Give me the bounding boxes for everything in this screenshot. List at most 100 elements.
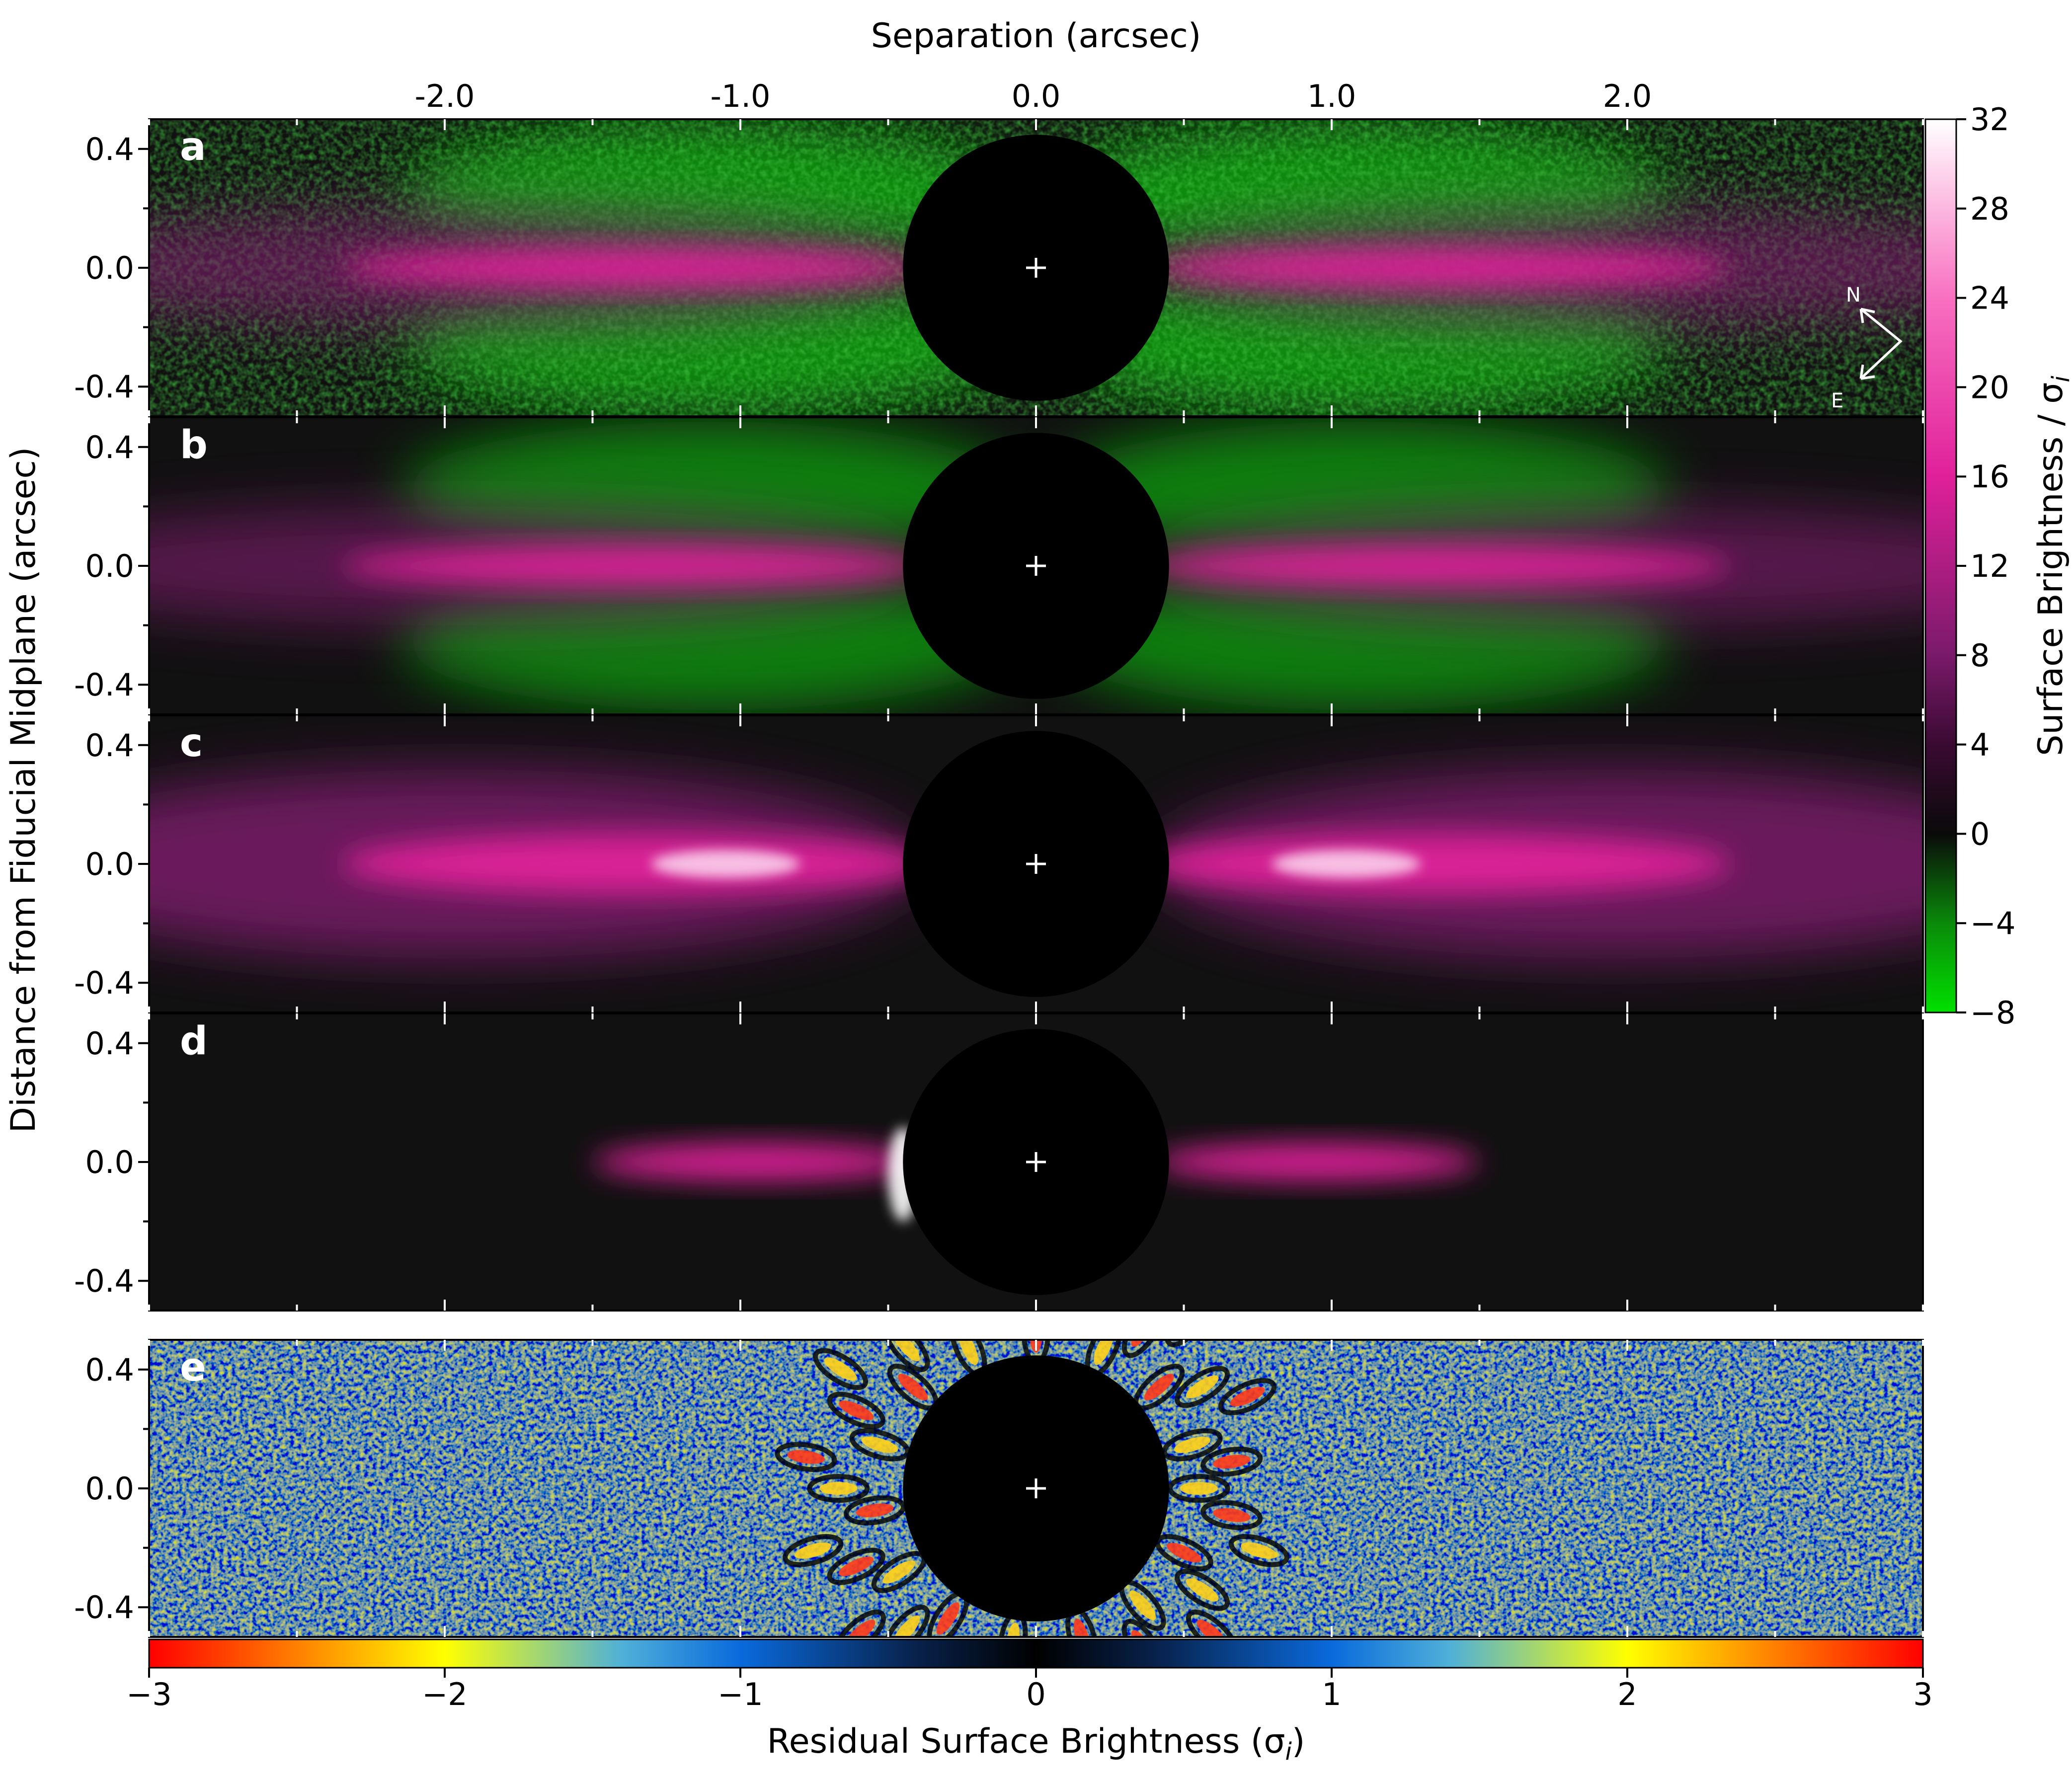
surface-colorbar-tick-label: −8 xyxy=(1970,995,2015,1031)
residual-speckle xyxy=(1186,1578,1219,1602)
residual-speckle-ring xyxy=(1167,1474,1230,1503)
residual-speckle-ring xyxy=(1121,1340,1164,1358)
disk-midplane xyxy=(341,834,933,894)
disk-midplane xyxy=(1139,249,1731,287)
y-tick-label: -0.4 xyxy=(74,965,134,1001)
surface-colorbar-label-sub: i xyxy=(2047,376,2072,383)
residual-speckle xyxy=(936,1602,960,1635)
panel-e-image xyxy=(149,1340,1923,1709)
y-tick-label: 0.0 xyxy=(85,1471,134,1507)
residual-speckle-ring xyxy=(883,1605,930,1637)
top-axis-tick-label: 0.0 xyxy=(1012,78,1061,114)
disk-midplane xyxy=(341,249,933,287)
top-axis-tick-label: 2.0 xyxy=(1603,78,1652,114)
residual-speckle xyxy=(824,1357,857,1381)
residual-speckle-ring xyxy=(849,1428,910,1462)
residual-speckle xyxy=(893,1340,920,1362)
residual-speckle xyxy=(795,1542,831,1559)
compass-east-head xyxy=(1859,364,1875,380)
panel-e-letter: e xyxy=(180,1345,206,1390)
y-axis-title: Distance from Fiducial Midplane (arcsec) xyxy=(4,447,43,1133)
y-tick-label: -0.4 xyxy=(74,1589,134,1626)
residual-speckle xyxy=(958,1340,978,1365)
disk-midplane xyxy=(1154,1143,1480,1181)
panels: 0.4 0.0 -0.4 a 0.4 0.0 -0.4 b 0.4 0.0 -0.4 c 0.4 0.0 -… xyxy=(74,118,1924,1709)
residual-colorbar-bar xyxy=(148,1638,1924,1669)
y-tick-label: 0.0 xyxy=(85,548,134,584)
residual-speckle xyxy=(898,1374,928,1400)
residual-speckle-ring xyxy=(807,1474,870,1503)
residual-speckle xyxy=(1241,1542,1277,1559)
residual-speckle-ring xyxy=(1121,1619,1164,1637)
residual-speckle-ring xyxy=(834,1609,886,1637)
residual-speckle xyxy=(1144,1374,1174,1400)
residual-speckle xyxy=(1213,1508,1251,1522)
y-tick-label: 0.0 xyxy=(85,1144,134,1180)
disk-bright-knot xyxy=(651,850,800,878)
top-axis-ticks: -2.0 -1.0 0.0 1.0 2.0 xyxy=(415,78,1652,114)
residual-speckle xyxy=(1196,1620,1227,1637)
residual-speckle xyxy=(893,1615,920,1637)
surface-colorbar-tick-label: 4 xyxy=(1970,727,1990,763)
residual-speckle xyxy=(839,1556,874,1576)
surface-colorbar-tick-label: −4 xyxy=(1970,905,2015,941)
residual-speckle-ring xyxy=(827,1548,885,1585)
compass: NE xyxy=(1831,284,1903,412)
residual-speckle xyxy=(845,1620,876,1637)
residual-speckle xyxy=(926,1669,953,1709)
residual-colorbar-label-sub: i xyxy=(1285,1738,1292,1766)
compass-east-label: E xyxy=(1831,389,1843,412)
residual-speckle xyxy=(787,1450,825,1464)
surface-colorbar-tick-label: 20 xyxy=(1970,369,2009,405)
residual-speckle xyxy=(1030,1340,1042,1353)
y-tick-label: 0.4 xyxy=(85,1025,134,1062)
y-tick-label: 0.0 xyxy=(85,250,134,286)
residual-colorbar-tick-label: −1 xyxy=(717,1676,763,1712)
residual-speckle-ring xyxy=(1165,1340,1212,1347)
top-axis-tick-label: 1.0 xyxy=(1307,78,1356,114)
panel-a-letter: a xyxy=(180,125,206,169)
compass-arrows xyxy=(1860,308,1903,380)
residual-speckle-ring xyxy=(827,1392,885,1429)
residual-colorbar-tick-label: −2 xyxy=(422,1676,467,1712)
surface-colorbar: 32 28 24 20 16 12 8 4 0 −4 −8 Surface Brightness /… xyxy=(1924,101,2072,1031)
residual-speckle xyxy=(839,1400,874,1420)
residual-speckle-ring xyxy=(1200,1447,1263,1477)
residual-speckle xyxy=(1167,1543,1202,1563)
surface-colorbar-bar xyxy=(1924,118,1957,1013)
residual-speckle xyxy=(1186,1375,1219,1398)
residual-speckle-ring xyxy=(783,1534,844,1567)
panel-c-letter: c xyxy=(180,721,203,766)
y-tick-label: 0.0 xyxy=(85,846,134,882)
residual-speckle xyxy=(1129,1590,1156,1621)
residual-colorbar-tick-label: 3 xyxy=(1913,1676,1932,1712)
y-tick-label: -0.4 xyxy=(74,1263,134,1299)
panel-d-letter: d xyxy=(180,1019,208,1064)
residual-colorbar-tick-label: 2 xyxy=(1617,1676,1637,1712)
residual-speckle-ring xyxy=(1228,1534,1289,1567)
residual-speckle xyxy=(1230,1387,1265,1407)
top-axis-tick-label: -1.0 xyxy=(711,78,771,114)
disk-midplane xyxy=(1139,834,1731,894)
residual-speckle xyxy=(1006,1623,1020,1637)
compass-north-label: N xyxy=(1846,284,1861,307)
surface-colorbar-tick-label: 16 xyxy=(1970,459,2009,495)
residual-speckle xyxy=(1174,1436,1211,1453)
residual-speckle xyxy=(1180,1482,1218,1495)
residual-colorbar: −3 −2 −1 0 1 2 3 Residual Surface Brightness (… xyxy=(126,1638,1933,1766)
surface-colorbar-tick-label: 24 xyxy=(1970,280,2009,316)
residual-speckle-ring xyxy=(1175,1366,1230,1408)
top-axis-tick-label: -2.0 xyxy=(415,78,475,114)
residual-colorbar-tick-label: −3 xyxy=(126,1676,171,1712)
surface-colorbar-tick-label: 32 xyxy=(1970,101,2009,138)
y-tick-label: 0.4 xyxy=(85,1352,134,1388)
residual-speckle-ring xyxy=(1162,1428,1223,1462)
residual-speckle xyxy=(1119,1669,1146,1709)
panel-b-letter: b xyxy=(180,423,208,467)
residual-speckle-ring xyxy=(1186,1609,1238,1637)
disk-midplane xyxy=(1139,547,1731,585)
surface-colorbar-tick-label: 0 xyxy=(1970,816,1990,852)
y-tick-label: 0.4 xyxy=(85,131,134,167)
residual-speckle xyxy=(1094,1340,1114,1365)
